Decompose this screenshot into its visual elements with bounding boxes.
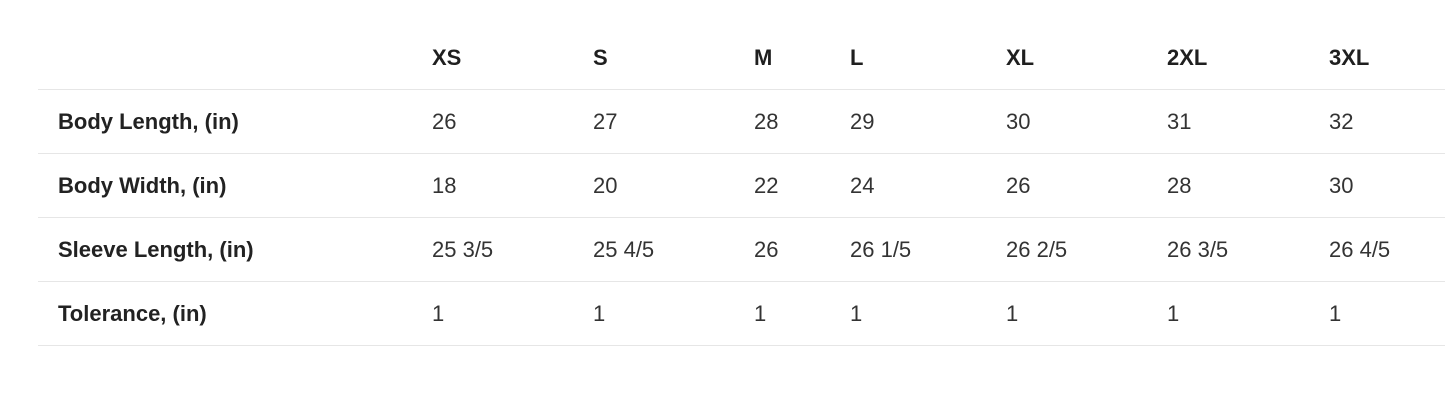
measurement-cell: 1	[754, 281, 850, 346]
table-row: Tolerance, (in) 1 1 1 1 1 1 1	[38, 281, 1445, 346]
size-header-l: L	[850, 44, 864, 70]
table-row: Body Width, (in) 18 20 22 24 26 28 30	[38, 153, 1445, 218]
size-header-m: M	[754, 44, 773, 70]
measurement-cell: 30	[1329, 153, 1445, 218]
measurement-cell: 20	[593, 153, 754, 218]
measurement-cell: 25 3/5	[432, 217, 593, 282]
measurement-cell: 28	[1167, 153, 1329, 218]
size-header-xl: XL	[1006, 44, 1035, 70]
row-label: Body Length, (in)	[38, 89, 432, 154]
measurement-cell: 32	[1329, 89, 1445, 154]
measurement-cell: 30	[1006, 89, 1167, 154]
size-header-xs: XS	[432, 44, 462, 70]
measurement-cell: 26	[1006, 153, 1167, 218]
measurement-cell: 26	[754, 217, 850, 282]
measurement-cell: 31	[1167, 89, 1329, 154]
measurement-cell: 1	[593, 281, 754, 346]
measurement-cell: 1	[850, 281, 1006, 346]
size-header-2xl: 2XL	[1167, 44, 1208, 70]
measurement-cell: 26	[432, 89, 593, 154]
measurement-cell: 25 4/5	[593, 217, 754, 282]
measurement-cell: 26 3/5	[1167, 217, 1329, 282]
measurement-cell: 1	[432, 281, 593, 346]
table-row: Sleeve Length, (in) 25 3/5 25 4/5 26 26 1/5 2…	[38, 217, 1445, 282]
measurement-cell: 1	[1329, 281, 1445, 346]
row-label: Body Width, (in)	[38, 153, 432, 218]
measurement-cell: 1	[1006, 281, 1167, 346]
row-label: Tolerance, (in)	[38, 281, 432, 346]
measurement-cell: 24	[850, 153, 1006, 218]
corner-cell	[38, 26, 432, 90]
measurement-cell: 22	[754, 153, 850, 218]
measurement-cell: 27	[593, 89, 754, 154]
size-header-3xl: 3XL	[1329, 44, 1370, 70]
measurement-cell: 26 4/5	[1329, 217, 1445, 282]
size-chart-table: XS S M L XL 2XL 3XL Body Length, (in) 26 27 28 29 3…	[38, 26, 1445, 346]
measurement-cell: 26 2/5	[1006, 217, 1167, 282]
table-row: Body Length, (in) 26 27 28 29 30 31 32	[38, 89, 1445, 154]
measurement-cell: 1	[1167, 281, 1329, 346]
header-row: XS S M L XL 2XL 3XL	[38, 26, 1445, 90]
row-label: Sleeve Length, (in)	[38, 217, 432, 282]
measurement-cell: 28	[754, 89, 850, 154]
measurement-cell: 29	[850, 89, 1006, 154]
measurement-cell: 26 1/5	[850, 217, 1006, 282]
size-header-s: S	[593, 44, 608, 70]
measurement-cell: 18	[432, 153, 593, 218]
